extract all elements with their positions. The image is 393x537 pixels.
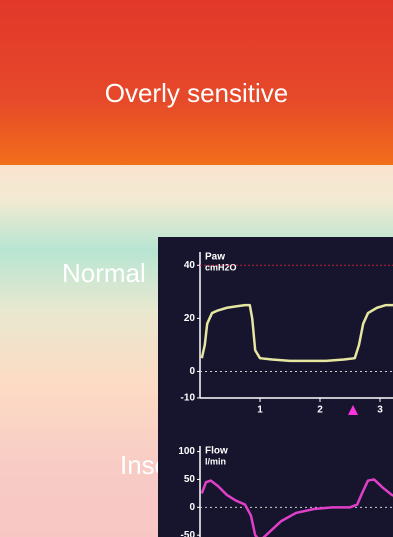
y-tick-label: 50 [184, 474, 196, 485]
middle-label: Normal [62, 258, 146, 289]
top-label: Overly sensitive [0, 78, 393, 109]
panel-bg [158, 237, 393, 537]
y-tick-label: 0 [189, 366, 195, 377]
y-tick-label: 20 [184, 313, 196, 324]
x-tick-label: 3 [377, 405, 383, 416]
x-tick-label: 1 [257, 405, 263, 416]
screen: Overly sensitive Normal Insensitive Pawc… [0, 0, 393, 537]
y-tick-label: 0 [189, 502, 195, 513]
y-tick-label: -10 [181, 393, 196, 404]
panel-title: Flow [205, 446, 228, 457]
y-tick-label: 100 [178, 446, 195, 457]
y-tick-label: 40 [184, 260, 196, 271]
panel-unit: l/min [205, 456, 226, 466]
panel-title: Paw [205, 252, 225, 263]
x-tick-label: 2 [317, 405, 323, 416]
y-tick-label: -50 [181, 530, 196, 537]
panel-unit: cmH2O [205, 262, 237, 272]
